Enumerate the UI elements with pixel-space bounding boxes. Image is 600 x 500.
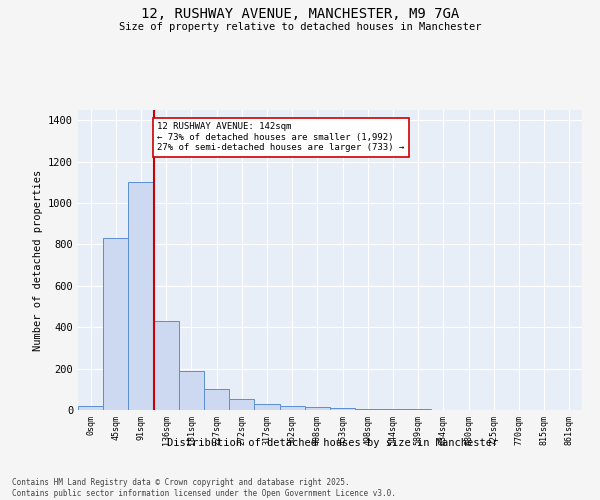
Bar (179, 370, 204, 410)
Text: 12 RUSHWAY AVENUE: 142sqm
← 73% of detached houses are smaller (1,992)
27% of se: 12 RUSHWAY AVENUE: 142sqm ← 73% of detac… (157, 122, 404, 152)
Text: Contains HM Land Registry data © Crown copyright and database right 2025.
Contai: Contains HM Land Registry data © Crown c… (12, 478, 396, 498)
Bar (154, 321, 179, 410)
Text: 12, RUSHWAY AVENUE, MANCHESTER, M9 7GA: 12, RUSHWAY AVENUE, MANCHESTER, M9 7GA (141, 8, 459, 22)
Text: Distribution of detached houses by size in Manchester: Distribution of detached houses by size … (167, 438, 499, 448)
Bar (254, 404, 280, 410)
Y-axis label: Number of detached properties: Number of detached properties (32, 170, 43, 350)
Text: Size of property relative to detached houses in Manchester: Size of property relative to detached ho… (119, 22, 481, 32)
Bar (103, 238, 128, 410)
Bar (305, 407, 330, 410)
Bar (280, 406, 305, 410)
Bar (330, 408, 355, 410)
Bar (204, 390, 229, 410)
Bar (229, 398, 254, 410)
Bar (355, 409, 380, 410)
Bar (128, 182, 154, 410)
Bar (78, 406, 103, 410)
